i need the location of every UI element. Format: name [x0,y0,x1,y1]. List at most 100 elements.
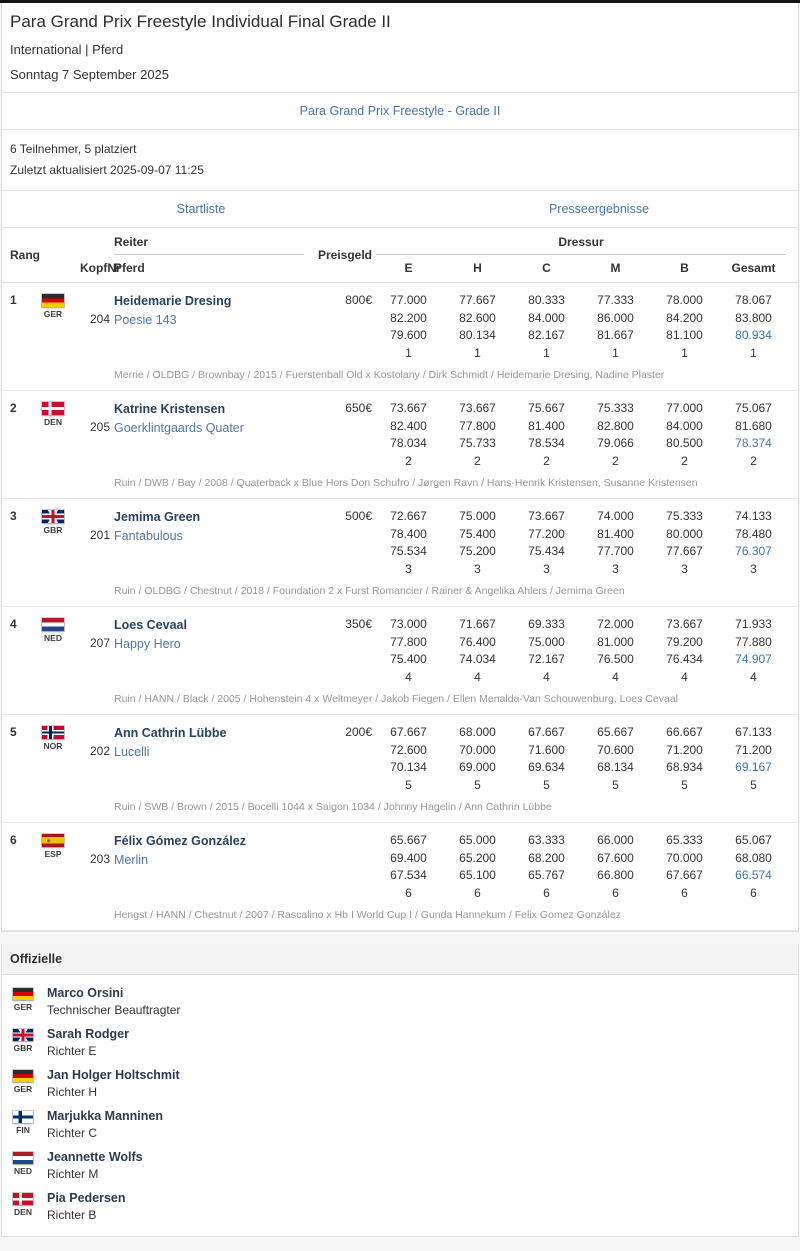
score-value: 77.700 [597,544,634,558]
score-value: 67.534 [390,868,427,882]
score-value: 78.034 [390,436,427,450]
judge-rank: 5 [612,777,619,792]
score-col-b: 75.333 80.000 77.667 3 [652,508,717,578]
score-value: 81.680 [735,418,772,433]
official-name: Marco Orsini [47,986,124,1000]
judge-rank: 6 [750,885,757,900]
total-score-value: 74.907 [735,652,772,666]
score-value: 82.167 [528,328,565,342]
official-name: Sarah Rodger [47,1027,129,1041]
head-number: 201 [89,528,110,542]
top-bar [0,0,800,3]
official-name: Jan Holger Holtschmit [47,1068,180,1082]
score-value: 75.200 [459,544,496,558]
meta-section: 6 Teilnehmer, 5 platziert Zuletzt aktual… [2,129,798,190]
score-value: 78.534 [528,436,565,450]
score-value: 74.000 [597,509,634,523]
tab-startliste[interactable]: Startliste [176,202,226,216]
horse-link[interactable]: Merlin [114,853,149,867]
official-role: Technischer Beauftragter [47,1003,181,1017]
tab-presseergebnisse[interactable]: Presseergebnisse [548,202,650,216]
rank-value: 6 [10,833,17,847]
country-block: GER [40,292,66,362]
score-value: 79.066 [597,436,634,450]
header-pferd: Pferd [114,261,145,275]
score-value: 65.667 [390,833,427,847]
score-value: 71.933 [735,617,772,631]
horse-link[interactable]: Fantabulous [114,529,183,543]
judge-rank: 6 [681,885,688,900]
score-col-m: 65.667 70.600 68.134 5 [583,724,648,794]
score-col-c: 75.667 81.400 78.534 2 [514,400,579,470]
horse-link[interactable]: Goerklintgaards Quater [114,421,244,435]
score-col-b: 77.000 84.000 80.500 2 [652,400,717,470]
country-block: GER [10,986,36,1017]
horse-link[interactable]: Happy Hero [114,637,181,651]
officials-title: Offizielle [2,944,798,975]
official-item: DEN Pia Pedersen Richter B [10,1191,790,1222]
rider-link[interactable]: Ann Cathrin Lübbe [114,726,227,740]
score-value: 77.667 [459,293,496,307]
score-value: 72.600 [390,742,427,757]
country-code: NED [14,1166,32,1176]
score-value: 82.400 [390,418,427,433]
table-row: 3 GBR 201 Jemima Green Fantabulous 500€ … [2,499,798,607]
prize-money [308,832,372,902]
judge-rank: 2 [474,453,481,468]
judge-rank: 1 [750,345,757,360]
country-flag-icon [42,510,64,523]
judge-rank: 5 [543,777,550,792]
score-value: 75.667 [528,401,565,415]
score-value: 77.000 [666,401,703,415]
rider-link[interactable]: Loes Cevaal [114,618,187,632]
rider-horse-cell: Heidemarie Dresing Poesie 143 [114,292,304,362]
official-role: Richter M [47,1167,99,1181]
country-code: NOR [43,741,63,751]
country-flag-icon [42,294,64,307]
score-value: 70.000 [459,742,496,757]
score-value: 73.667 [528,509,565,523]
score-value: 78.067 [735,293,772,307]
rider-link[interactable]: Félix Gómez González [114,834,246,848]
country-code: NED [44,633,62,643]
score-value: 66.800 [597,868,634,882]
judge-rank: 4 [474,669,481,684]
country-flag-icon [13,1029,33,1041]
country-code: ESP [44,849,62,859]
judge-rank: 2 [543,453,550,468]
country-flag-icon [13,1193,33,1205]
results-table-body: 1 GER 204 Heidemarie Dresing Poesie 143 … [2,283,798,931]
score-value: 66.667 [666,725,703,739]
total-score-value: 76.307 [735,544,772,558]
header-preisgeld: Preisgeld [317,248,372,262]
head-number: 203 [89,852,110,866]
score-value: 73.667 [459,401,496,415]
score-col-e: 67.667 72.600 70.134 5 [376,724,441,794]
rider-link[interactable]: Jemima Green [114,510,201,524]
horse-link[interactable]: Lucelli [114,745,150,759]
official-item: NED Jeannette Wolfs Richter M [10,1150,790,1181]
official-item: GBR Sarah Rodger Richter E [10,1027,790,1058]
rank-value: 1 [10,293,17,307]
horse-link[interactable]: Poesie 143 [114,313,177,327]
official-item: GER Marco Orsini Technischer Beauftragte… [10,986,790,1017]
judge-rank: 3 [612,561,619,576]
score-col-h: 68.000 70.000 69.000 5 [445,724,510,794]
rider-link[interactable]: Katrine Kristensen [114,402,226,416]
score-value: 65.067 [735,833,772,847]
rider-link[interactable]: Heidemarie Dresing [114,294,232,308]
country-flag-icon [42,834,64,847]
judge-rank: 6 [543,885,550,900]
judge-rank: 1 [474,345,481,360]
score-value: 81.100 [666,328,703,342]
score-value: 71.600 [528,742,565,757]
prize-money: 200€ [345,725,372,739]
event-link[interactable]: Para Grand Prix Freestyle - Grade II [299,104,501,118]
head-number: 202 [89,744,110,758]
score-value: 74.133 [735,509,772,523]
country-flag-icon [13,1070,33,1082]
official-name: Marjukka Manninen [47,1109,163,1123]
judge-rank: 2 [681,453,688,468]
score-value: 77.800 [390,634,427,649]
judge-rank: 3 [405,561,412,576]
